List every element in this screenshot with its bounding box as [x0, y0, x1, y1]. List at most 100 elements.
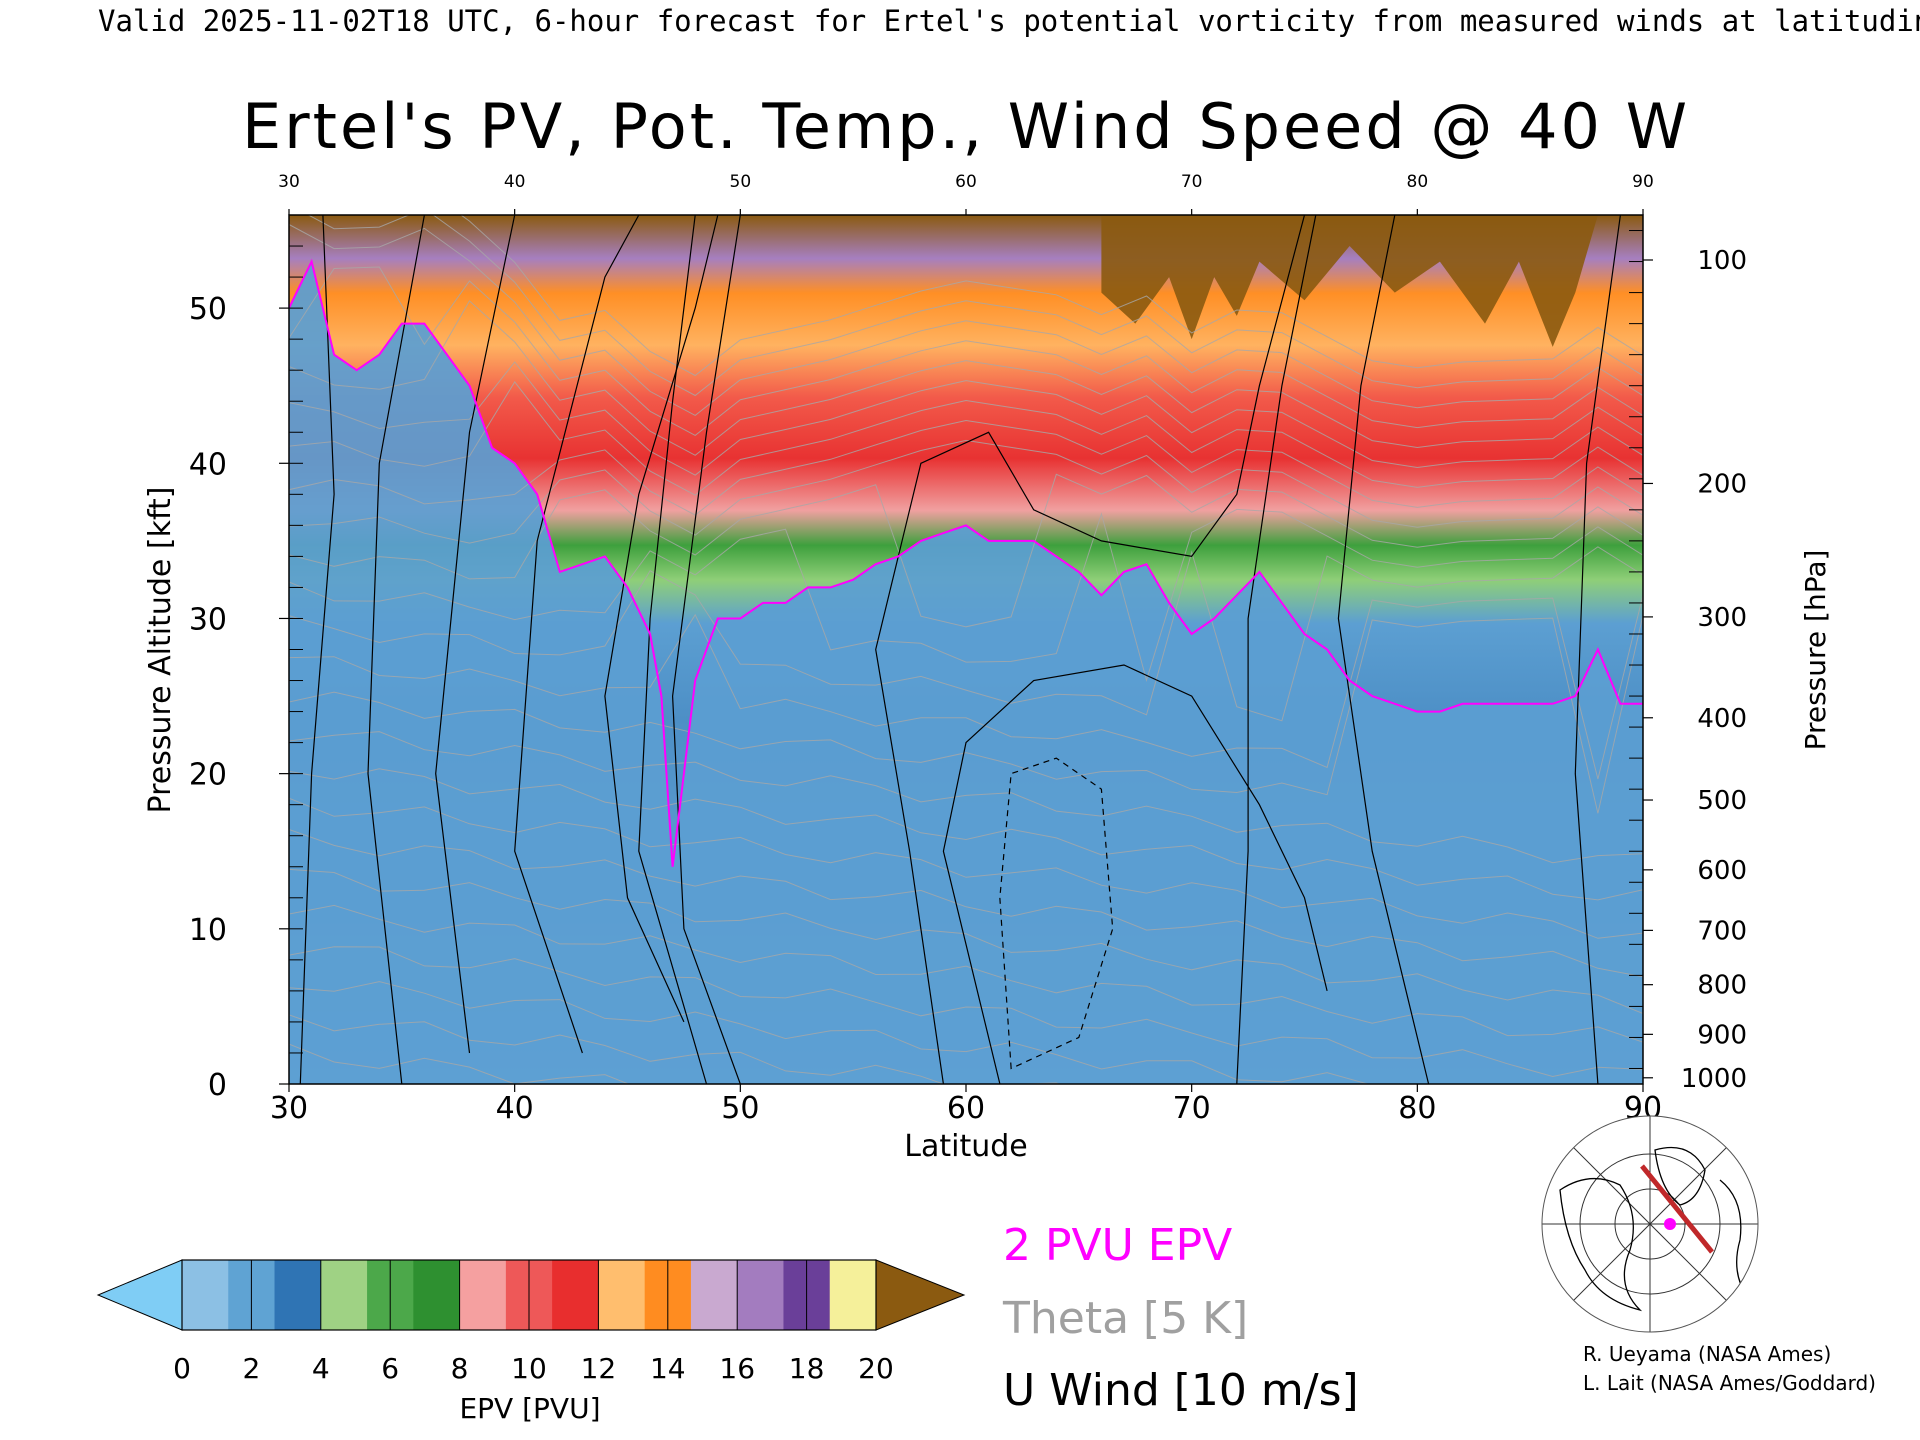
- wind-contour: [604, 215, 719, 1023]
- legend-theta: Theta [5 K]: [1002, 1293, 1248, 1344]
- x-tick-label-top: 40: [504, 172, 526, 192]
- colorbar-high-extension: [875, 1259, 966, 1331]
- colorbar-tick-label: 0: [173, 1352, 191, 1385]
- x-tick-label: 50: [721, 1091, 759, 1126]
- colorbar-swatch: [598, 1260, 646, 1330]
- y-tick-label: 20: [189, 758, 227, 793]
- theta-contour: [289, 266, 1643, 436]
- colorbar-tick-label: 14: [650, 1352, 686, 1385]
- x-axis-label: Latitude: [904, 1129, 1027, 1164]
- pressure-tick-label: 900: [1697, 1020, 1747, 1050]
- colorbar-tick-label: 16: [719, 1352, 755, 1385]
- theta-contour: [307, 215, 1643, 397]
- colorbar-swatch: [690, 1260, 738, 1330]
- x-tick-label-top: 60: [955, 172, 977, 192]
- pressure-tick-label: 600: [1697, 856, 1747, 886]
- theta-contour: [289, 1014, 1061, 1084]
- wind-contour: [1337, 215, 1430, 1084]
- y-tick-label: 50: [189, 292, 227, 327]
- pressure-tick-label: 300: [1697, 603, 1747, 633]
- colorbar-swatch: [552, 1260, 599, 1330]
- wind-contour: [1574, 215, 1621, 1084]
- credit-line-2: L. Lait (NASA Ames/Goddard): [1583, 1371, 1876, 1395]
- colorbar-swatch: [459, 1260, 507, 1330]
- x-tick-label-top: 70: [1181, 172, 1203, 192]
- colorbar-swatch: [274, 1260, 322, 1330]
- x-tick-label-top: 80: [1407, 172, 1429, 192]
- theta-contour: [289, 439, 1643, 544]
- theta-contour: [289, 904, 1643, 1043]
- wind-contour: [875, 215, 1306, 1084]
- theta-contour: [289, 546, 1643, 722]
- colorbar-tick-label: 12: [581, 1352, 617, 1385]
- colorbar: 0 2 4 6 8 10 12 14 16 18 20: [96, 1259, 966, 1385]
- pressure-tick-label: 200: [1697, 469, 1747, 499]
- pressure-tick-label: 400: [1697, 704, 1747, 734]
- pressure-tick-label: 500: [1697, 786, 1747, 816]
- legend-wind: U Wind [10 m/s]: [1003, 1365, 1359, 1416]
- theta-contour: [289, 361, 1643, 476]
- header-text: Valid 2025-11-02T18 UTC, 6-hour forecast…: [98, 4, 1920, 38]
- pressure-tick-label: 100: [1697, 246, 1747, 276]
- legend-pv2: 2 PVU EPV: [1003, 1220, 1232, 1271]
- troposphere-fill: [289, 261, 1643, 1084]
- colorbar-label: EPV [PVU]: [459, 1392, 600, 1425]
- locator-map: [1541, 1115, 1759, 1333]
- y-tick-label: 0: [208, 1068, 227, 1103]
- colorbar-swatch: [737, 1260, 784, 1330]
- theta-contour: [289, 797, 1643, 939]
- colorbar-tick-label: 18: [789, 1352, 825, 1385]
- credit-line-1: R. Ueyama (NASA Ames): [1583, 1342, 1831, 1366]
- theta-contour: [289, 946, 1643, 1078]
- colorbar-swatch: [182, 1260, 229, 1330]
- pressure-tick-label: 1000: [1681, 1064, 1747, 1094]
- wind-contour: [435, 215, 516, 1054]
- x-tick-label-top: 30: [278, 172, 300, 192]
- theta-contours: [289, 215, 1643, 1084]
- colorbar-swatch: [829, 1260, 877, 1330]
- x-tick-label: 40: [496, 1091, 534, 1126]
- theta-contour: [289, 594, 1643, 780]
- pressure-tick-label: 700: [1697, 916, 1747, 946]
- wind-contour: [638, 215, 708, 1084]
- x-tick-label: 60: [947, 1091, 985, 1126]
- wind-contour: [671, 215, 741, 1084]
- x-tick-label: 30: [270, 1091, 308, 1126]
- theta-contour: [289, 731, 1643, 864]
- colorbar-swatch: [413, 1260, 461, 1330]
- wind-contour: [1236, 215, 1317, 1084]
- wind-contour-negative: [999, 757, 1114, 1070]
- u-wind-contours: [299, 215, 1621, 1084]
- chart-title: Ertel's PV, Pot. Temp., Wind Speed @ 40 …: [242, 90, 1690, 163]
- x-tick-label-top: 50: [730, 172, 752, 192]
- theta-contour: [289, 829, 1643, 978]
- theta-contour: [289, 419, 1643, 516]
- x-tick-label-top: 90: [1632, 172, 1654, 192]
- y-tick-label: 30: [189, 602, 227, 637]
- colorbar-tick-label: 10: [511, 1352, 547, 1385]
- theta-contour: [289, 300, 1643, 456]
- wind-contour: [299, 215, 335, 1084]
- y-axis-label: Pressure Altitude [kft]: [143, 487, 178, 814]
- colorbar-tick-label: 6: [381, 1352, 399, 1385]
- high-pv-cap: [1101, 215, 1598, 347]
- theta-contour: [289, 508, 1643, 683]
- colorbar-tick-label: 4: [312, 1352, 330, 1385]
- colorbar-tick-label: 8: [451, 1352, 469, 1385]
- x-tick-label: 70: [1173, 1091, 1211, 1126]
- y2-axis-label: Pressure [hPa]: [1799, 550, 1832, 751]
- wind-contour: [367, 215, 425, 1084]
- wind-contour: [514, 215, 640, 1054]
- theta-contour: [289, 768, 1643, 901]
- x-tick-label: 80: [1398, 1091, 1436, 1126]
- theta-contour: [460, 215, 1643, 377]
- theta-contour: [289, 981, 1370, 1084]
- pv2-contour: [289, 258, 1643, 867]
- theta-contour: [289, 868, 1643, 1014]
- colorbar-tick-label: 20: [858, 1352, 894, 1385]
- y-tick-label: 10: [189, 913, 227, 948]
- y-tick-label: 40: [189, 447, 227, 482]
- plot-area: [288, 214, 1644, 1085]
- theta-contour: [289, 224, 1643, 416]
